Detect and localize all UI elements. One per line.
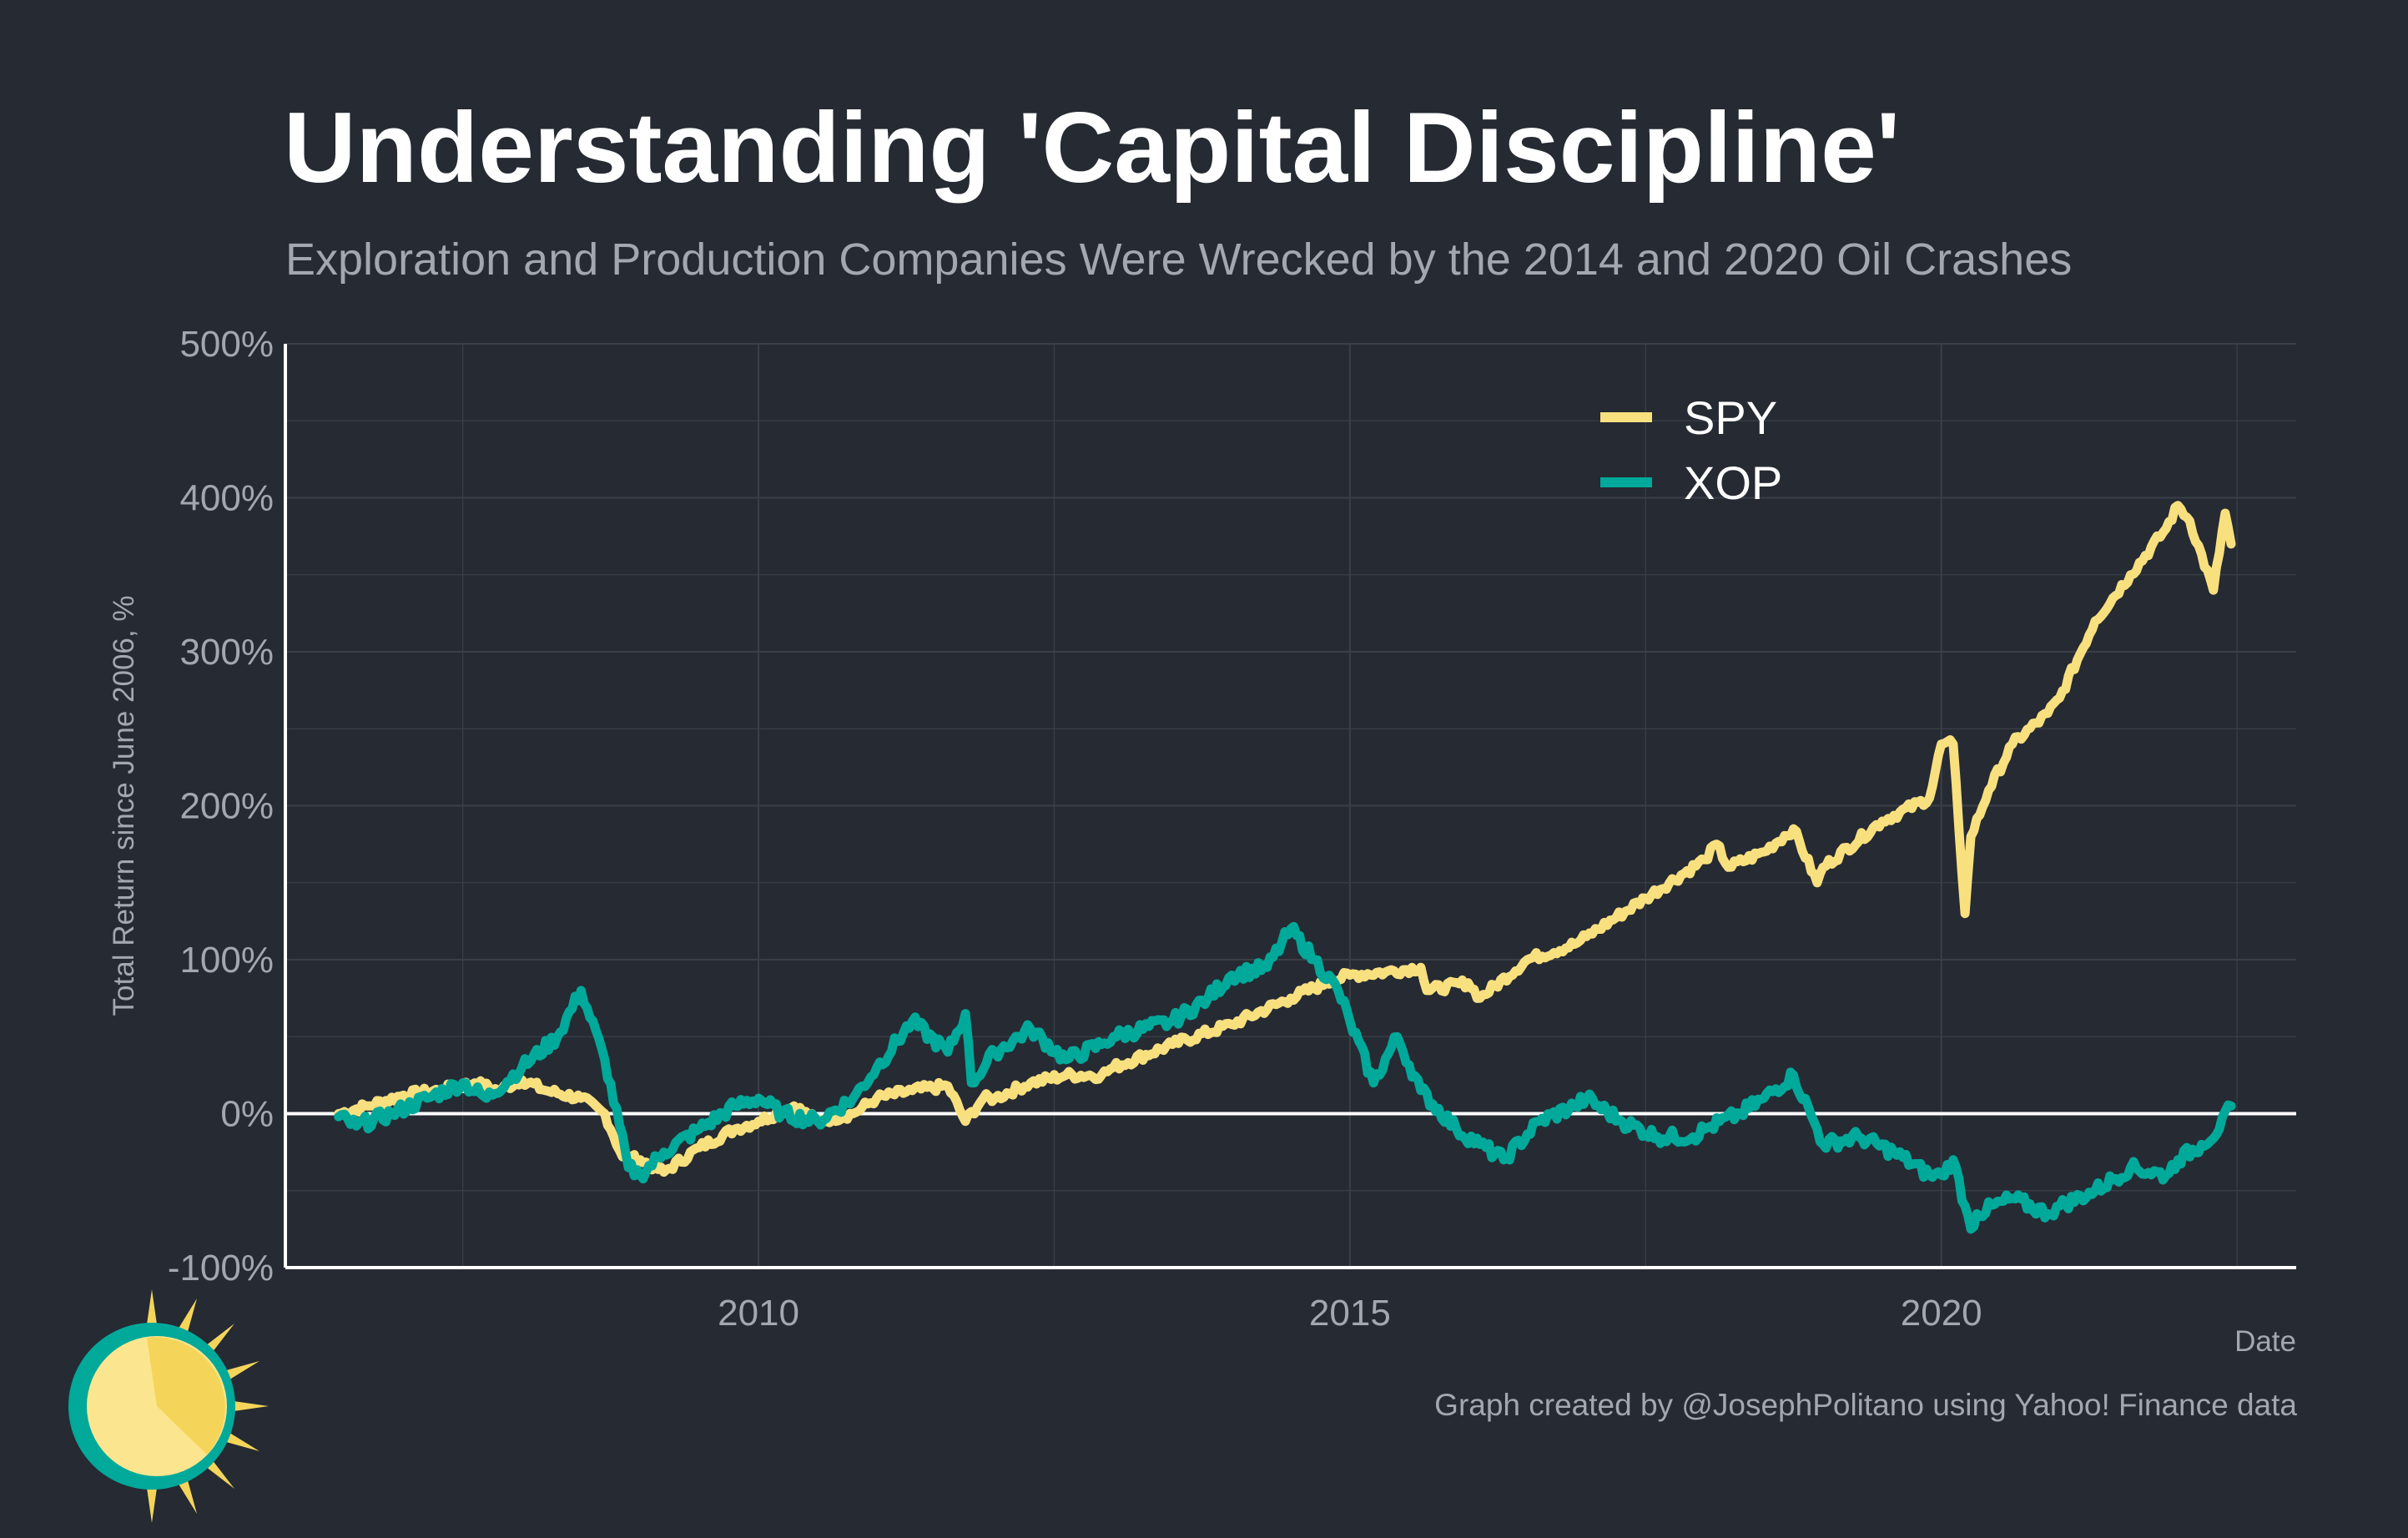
y-tick-label: 500% — [179, 324, 274, 365]
sun-logo-icon — [68, 1289, 269, 1523]
y-tick-label: -100% — [168, 1248, 274, 1288]
x-tick-label: 2020 — [1901, 1293, 1982, 1334]
y-axis-label: Total Return since June 2006, % — [108, 596, 140, 1016]
chart-title: Understanding 'Capital Discipline' — [284, 92, 1901, 204]
legend: SPY XOP — [1600, 391, 1782, 509]
y-tick-label: 100% — [179, 940, 274, 981]
series-line-spy — [334, 501, 2236, 1177]
x-axis-label: Date — [2234, 1325, 2296, 1358]
legend-label-spy: SPY — [1684, 391, 1777, 444]
legend-label-xop: XOP — [1684, 456, 1782, 509]
chart-subtitle: Exploration and Production Companies Wer… — [285, 234, 2073, 285]
y-tick-label: 400% — [179, 478, 274, 519]
series-line-xop — [334, 921, 2236, 1234]
x-axis-ticks: 2010 2015 2020 — [718, 1293, 1982, 1334]
y-tick-label: 200% — [179, 786, 274, 827]
x-tick-label: 2015 — [1309, 1293, 1391, 1334]
source-caption: Graph created by @JosephPolitano using Y… — [1434, 1388, 2297, 1422]
grid — [285, 343, 2296, 1268]
y-axis-ticks: -100% 0% 100% 200% 300% 400% 500% — [168, 324, 274, 1288]
x-tick-label: 2010 — [718, 1293, 799, 1334]
y-tick-label: 300% — [179, 632, 274, 673]
y-tick-label: 0% — [220, 1094, 274, 1135]
series — [334, 501, 2236, 1234]
